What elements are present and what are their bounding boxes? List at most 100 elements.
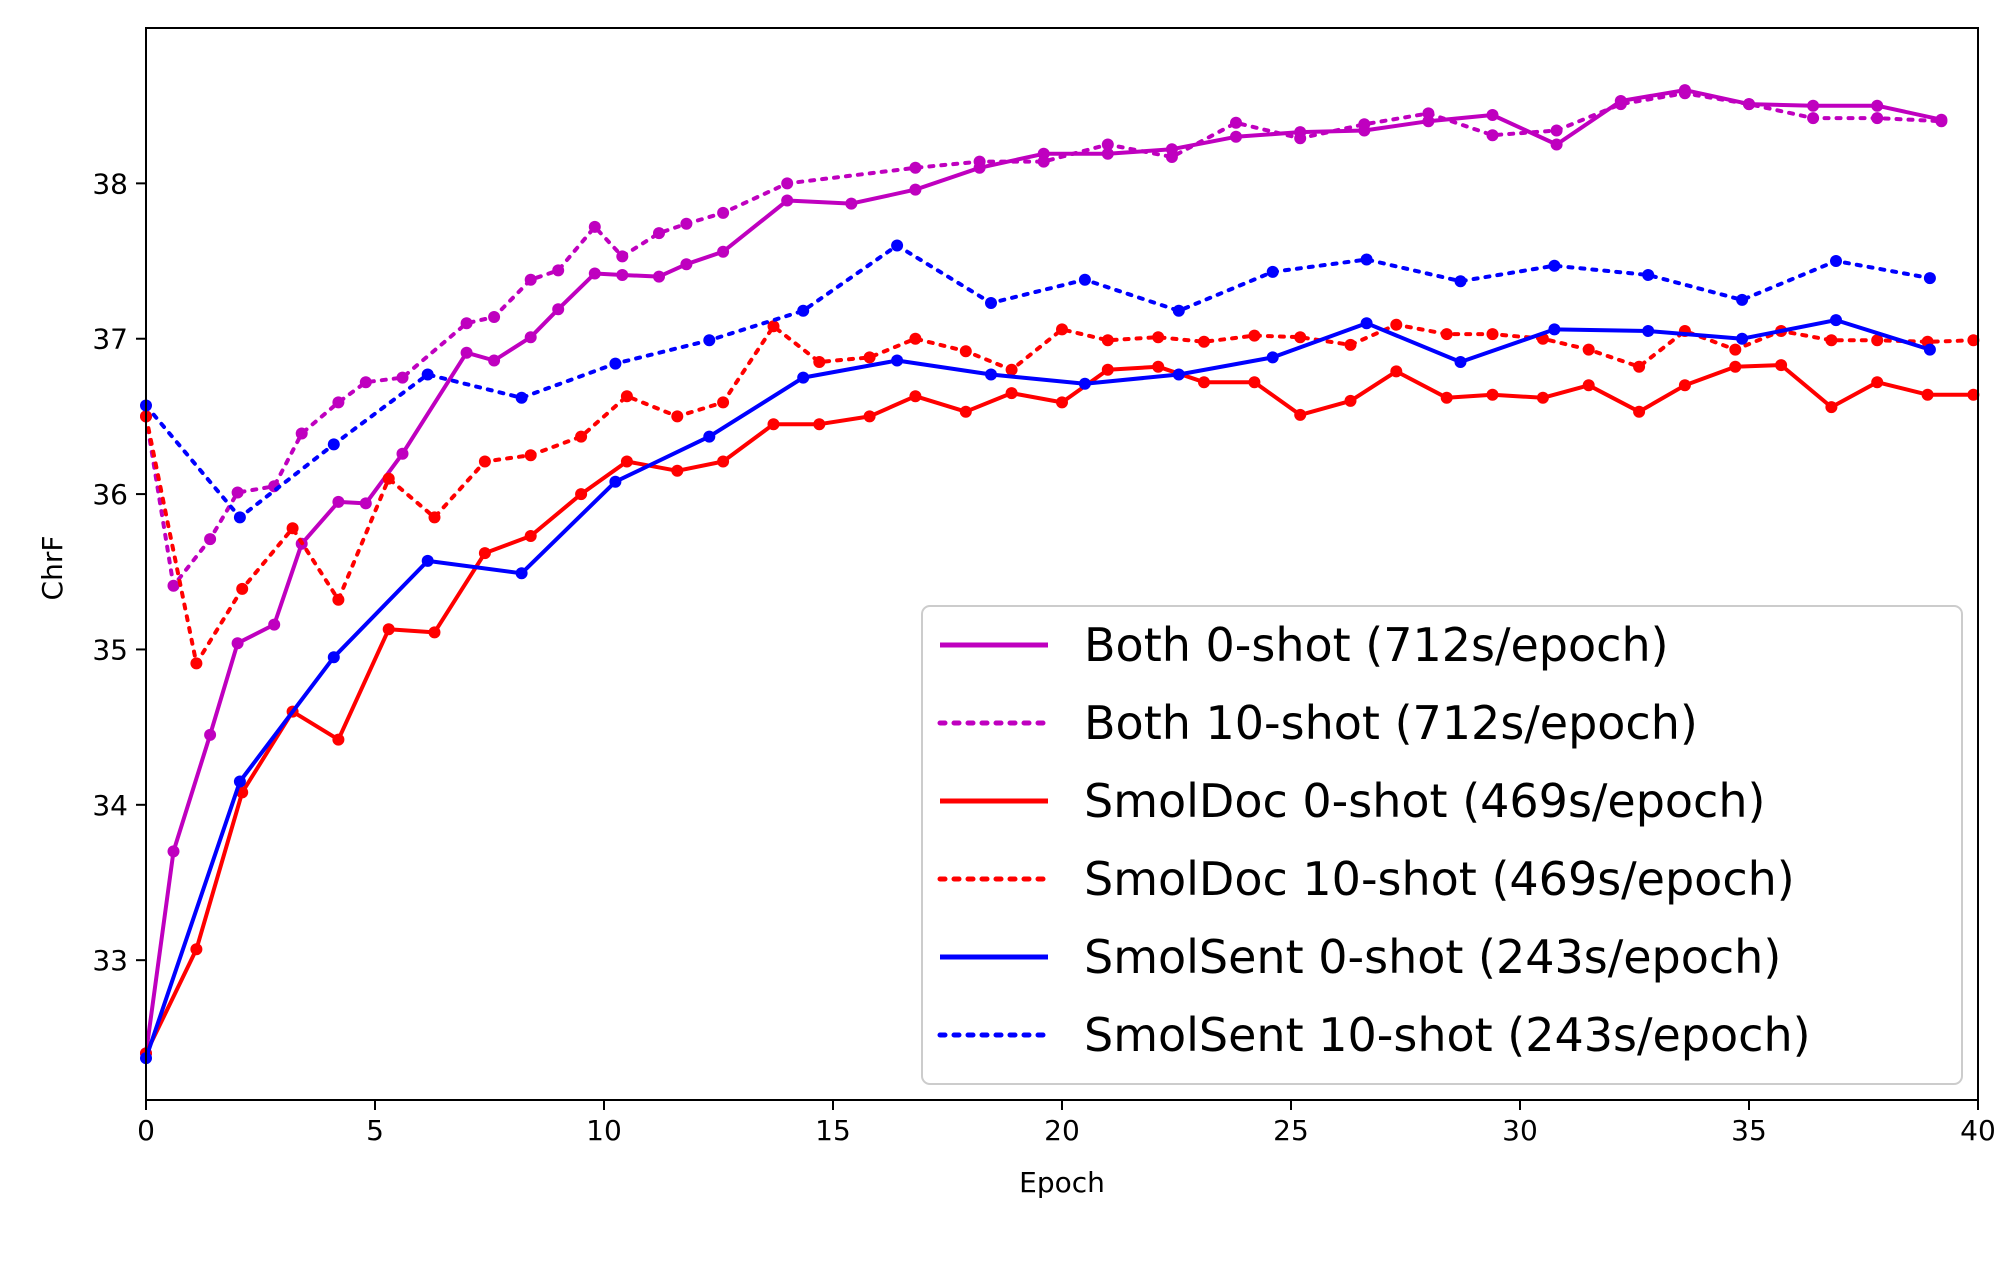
data-point bbox=[845, 197, 858, 210]
data-point bbox=[515, 567, 528, 580]
data-point bbox=[767, 418, 780, 431]
data-point bbox=[1582, 343, 1595, 356]
data-point bbox=[1440, 391, 1453, 404]
x-tick-label: 10 bbox=[586, 1114, 622, 1147]
data-point bbox=[1454, 275, 1467, 288]
data-point bbox=[478, 547, 491, 560]
data-point bbox=[1230, 116, 1242, 129]
data-point bbox=[1358, 118, 1371, 131]
data-point bbox=[813, 418, 826, 431]
data-point bbox=[1633, 360, 1646, 373]
data-point bbox=[1967, 334, 1980, 347]
data-point bbox=[1536, 391, 1549, 404]
data-point bbox=[286, 522, 299, 535]
data-point bbox=[1172, 304, 1185, 317]
data-point bbox=[1266, 351, 1279, 364]
data-point bbox=[231, 637, 244, 650]
data-point bbox=[616, 269, 629, 281]
data-point bbox=[1935, 115, 1948, 128]
legend-label: Both 10-shot (712s/epoch) bbox=[1084, 696, 1698, 750]
data-point bbox=[1807, 99, 1820, 112]
data-point bbox=[1037, 155, 1050, 168]
data-point bbox=[1871, 334, 1884, 347]
data-point bbox=[620, 455, 633, 468]
x-tick-label: 15 bbox=[815, 1114, 851, 1147]
data-point bbox=[767, 320, 780, 333]
data-point bbox=[1550, 124, 1563, 137]
data-point bbox=[680, 258, 693, 271]
data-point bbox=[781, 177, 794, 190]
data-point bbox=[428, 511, 441, 524]
data-point bbox=[909, 390, 922, 403]
x-tick-label: 0 bbox=[137, 1114, 155, 1147]
data-point bbox=[1729, 343, 1742, 356]
data-point bbox=[959, 405, 972, 418]
data-point bbox=[1248, 376, 1261, 389]
data-point bbox=[1825, 334, 1838, 347]
data-point bbox=[717, 455, 730, 468]
data-point bbox=[1101, 138, 1114, 151]
legend-label: SmolDoc 0-shot (469s/epoch) bbox=[1084, 774, 1765, 828]
series-line bbox=[144, 318, 1931, 1059]
data-point bbox=[671, 464, 684, 477]
data-point bbox=[1548, 323, 1561, 336]
data-point bbox=[863, 351, 876, 364]
series-5 bbox=[140, 239, 1936, 524]
data-point bbox=[609, 475, 622, 488]
data-point bbox=[1056, 396, 1068, 409]
data-point bbox=[190, 943, 203, 956]
data-point bbox=[891, 239, 904, 252]
data-point bbox=[396, 371, 409, 384]
data-point bbox=[717, 206, 730, 219]
data-point bbox=[1360, 253, 1373, 266]
data-point bbox=[985, 368, 997, 381]
data-point bbox=[1230, 130, 1242, 143]
legend: Both 0-shot (712s/epoch) Both 10-shot (71… bbox=[921, 605, 1963, 1085]
data-point bbox=[1152, 360, 1165, 373]
x-tick-label: 30 bbox=[1502, 1114, 1538, 1147]
data-point bbox=[1825, 401, 1838, 414]
data-point bbox=[190, 657, 203, 670]
series-2 bbox=[140, 359, 1980, 1060]
data-point bbox=[1678, 87, 1691, 100]
data-point bbox=[1830, 314, 1842, 327]
data-point bbox=[1614, 98, 1627, 111]
y-tick-label: 33 bbox=[92, 944, 128, 977]
data-point bbox=[1923, 272, 1936, 285]
data-point bbox=[552, 264, 565, 277]
data-point bbox=[488, 311, 501, 323]
data-point bbox=[1550, 138, 1563, 151]
data-point bbox=[1642, 269, 1655, 281]
x-tick-label: 35 bbox=[1731, 1114, 1767, 1147]
data-point bbox=[653, 227, 665, 240]
data-point bbox=[588, 220, 601, 233]
data-point bbox=[332, 495, 345, 508]
data-point bbox=[231, 486, 244, 499]
data-point bbox=[1248, 329, 1261, 342]
data-point bbox=[167, 845, 180, 858]
data-point bbox=[909, 183, 922, 196]
data-point bbox=[1548, 259, 1561, 272]
data-point bbox=[524, 449, 537, 462]
data-point bbox=[1729, 360, 1742, 373]
data-point bbox=[327, 651, 340, 664]
data-point bbox=[797, 371, 810, 384]
data-point bbox=[813, 356, 826, 368]
data-point bbox=[332, 593, 345, 606]
data-point bbox=[524, 331, 537, 344]
x-tick-label: 20 bbox=[1044, 1114, 1080, 1147]
series-line bbox=[144, 322, 1976, 666]
data-point bbox=[167, 579, 180, 592]
data-point bbox=[1678, 379, 1691, 392]
data-point bbox=[332, 733, 345, 746]
data-point bbox=[1454, 356, 1467, 368]
data-point bbox=[609, 357, 622, 370]
legend-label: Both 0-shot (712s/epoch) bbox=[1084, 618, 1669, 672]
data-point bbox=[680, 217, 693, 230]
data-point bbox=[233, 775, 246, 788]
data-point bbox=[204, 533, 217, 546]
y-axis-ticks: 33 34 35 36 37 38 bbox=[92, 167, 146, 977]
data-point bbox=[1830, 255, 1842, 267]
y-tick-label: 35 bbox=[92, 633, 128, 666]
